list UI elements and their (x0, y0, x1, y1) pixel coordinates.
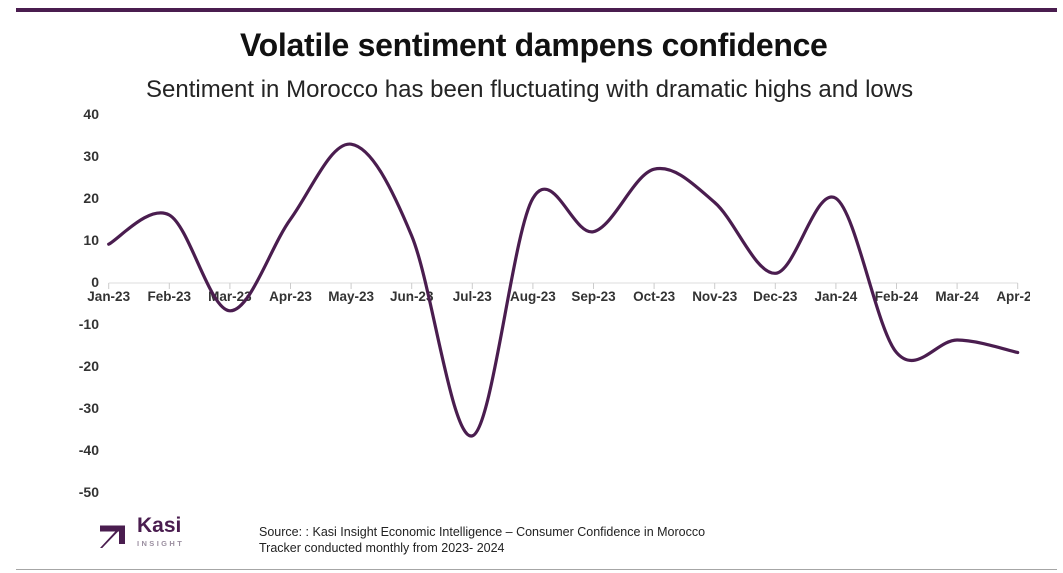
svg-text:0: 0 (91, 274, 99, 290)
svg-text:Jul-23: Jul-23 (453, 289, 493, 304)
svg-text:Feb-24: Feb-24 (875, 289, 919, 304)
svg-text:Dec-23: Dec-23 (753, 289, 798, 304)
svg-text:Mar-24: Mar-24 (935, 289, 979, 304)
svg-text:-20: -20 (79, 358, 99, 374)
svg-text:40: 40 (83, 106, 99, 122)
svg-text:Oct-23: Oct-23 (633, 289, 676, 304)
svg-text:20: 20 (83, 190, 99, 206)
svg-text:-30: -30 (79, 400, 99, 416)
svg-text:May-23: May-23 (328, 289, 374, 304)
svg-text:-50: -50 (79, 484, 99, 500)
svg-text:Jan-23: Jan-23 (87, 289, 130, 304)
svg-text:Sep-23: Sep-23 (571, 289, 616, 304)
svg-text:30: 30 (83, 148, 99, 164)
svg-text:Jan-24: Jan-24 (815, 289, 858, 304)
svg-text:Apr-23: Apr-23 (269, 289, 312, 304)
svg-text:Feb-23: Feb-23 (148, 289, 192, 304)
svg-text:-40: -40 (79, 442, 99, 458)
svg-text:Nov-23: Nov-23 (692, 289, 738, 304)
svg-text:Apr-24: Apr-24 (996, 289, 1039, 304)
svg-text:Aug-23: Aug-23 (510, 289, 556, 304)
svg-text:10: 10 (83, 232, 99, 248)
svg-text:-10: -10 (79, 316, 99, 332)
